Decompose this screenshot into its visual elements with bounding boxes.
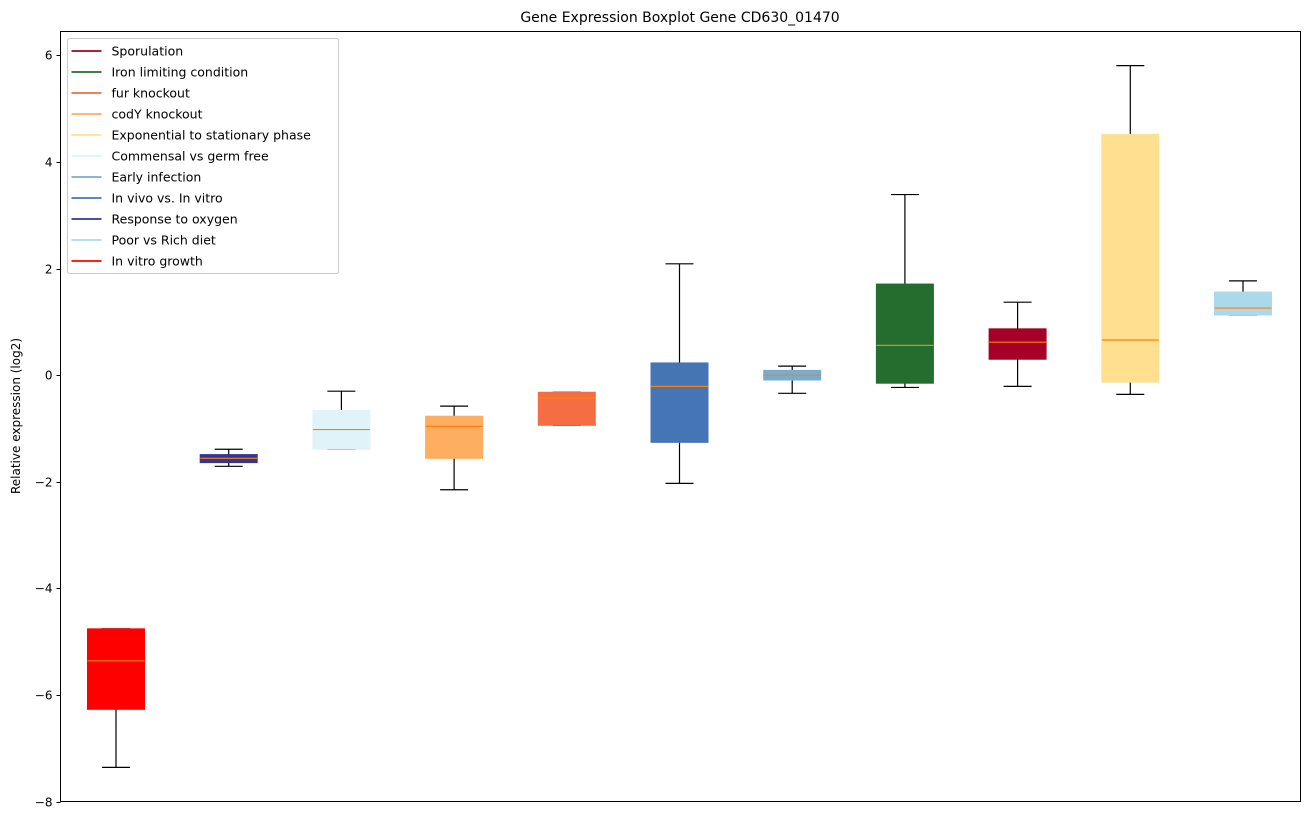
box-early-infection xyxy=(763,365,822,394)
box-fur-knockout xyxy=(537,391,596,426)
legend-label: Sporulation xyxy=(112,44,184,59)
box-response-to-oxygen xyxy=(199,448,258,467)
y-axis-label: Relative expression (log2) xyxy=(9,338,23,494)
box-cody-knockout xyxy=(425,405,484,491)
legend-item: In vitro growth xyxy=(71,254,203,269)
box-poor-vs-rich-diet xyxy=(1214,280,1272,316)
y-tick-label: −2 xyxy=(35,476,53,490)
box-iqr xyxy=(988,328,1047,360)
legend-item: Response to oxygen xyxy=(71,212,238,227)
legend-item: Commensal vs germ free xyxy=(71,149,269,164)
box-iqr xyxy=(650,362,709,443)
box-iqr xyxy=(1214,291,1272,316)
legend-label: Poor vs Rich diet xyxy=(112,233,216,248)
y-tick-label: −8 xyxy=(35,796,53,810)
box-in-vivo-vs-in-vitro xyxy=(650,263,709,484)
box-in-vitro-growth xyxy=(87,628,145,768)
chart-title: Gene Expression Boxplot Gene CD630_01470 xyxy=(520,10,839,26)
y-tick-label: 4 xyxy=(45,156,53,170)
legend-item: Sporulation xyxy=(71,44,184,59)
box-iqr xyxy=(1101,133,1160,383)
legend-item: fur knockout xyxy=(71,86,190,101)
legend-label: Early infection xyxy=(112,170,202,185)
y-tick-label: −4 xyxy=(35,582,53,596)
box-exponential-to-stationary-phase xyxy=(1101,65,1160,395)
legend-item: Early infection xyxy=(71,170,202,185)
boxes-group xyxy=(87,65,1272,768)
y-axis: −8 −6 −4 −2 0 2 4 6 xyxy=(35,49,61,810)
y-tick-label: −6 xyxy=(35,689,53,703)
box-iqr xyxy=(875,283,934,384)
legend-label: fur knockout xyxy=(112,86,190,101)
legend-label: Commensal vs germ free xyxy=(112,149,269,164)
legend-frame xyxy=(67,38,339,274)
y-tick-label: 6 xyxy=(45,49,53,63)
box-commensal-vs-germ-free xyxy=(312,390,371,450)
legend-item: In vivo vs. In vitro xyxy=(71,191,223,206)
legend-item: codY knockout xyxy=(71,107,203,122)
y-tick-label: 2 xyxy=(45,263,53,277)
box-iqr xyxy=(537,391,596,426)
y-tick-label: 0 xyxy=(45,369,53,383)
legend-label: Exponential to stationary phase xyxy=(112,128,312,143)
box-iqr xyxy=(425,415,484,459)
box-iqr xyxy=(87,628,145,710)
box-sporulation xyxy=(988,301,1047,387)
legend-item: Exponential to stationary phase xyxy=(71,128,312,143)
legend-label: In vivo vs. In vitro xyxy=(112,191,223,206)
legend: Sporulation Iron limiting condition fur kn… xyxy=(67,38,339,274)
legend-label: codY knockout xyxy=(112,107,203,122)
legend-item: Poor vs Rich diet xyxy=(71,233,216,248)
plot-frame xyxy=(60,31,1301,802)
legend-item: Iron limiting condition xyxy=(71,65,249,80)
legend-label: Response to oxygen xyxy=(112,212,238,227)
legend-label: Iron limiting condition xyxy=(112,65,249,80)
legend-label: In vitro growth xyxy=(112,254,203,269)
box-iron-limiting-condition xyxy=(875,193,934,389)
